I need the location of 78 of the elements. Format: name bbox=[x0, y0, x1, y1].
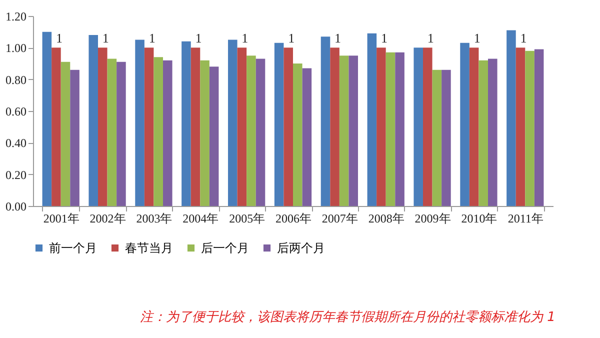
legend-label: 后一个月 bbox=[201, 241, 249, 255]
y-tick-label: 1.20 bbox=[6, 10, 26, 24]
bar bbox=[182, 41, 191, 206]
bar bbox=[284, 48, 293, 206]
bar bbox=[460, 42, 470, 206]
x-tick-label: 2006年 bbox=[276, 212, 312, 226]
bar bbox=[293, 64, 302, 206]
data-label: 1 bbox=[427, 30, 434, 46]
bar bbox=[302, 68, 312, 206]
y-tick-label: 0.60 bbox=[6, 104, 26, 118]
bar bbox=[442, 70, 451, 206]
bar bbox=[320, 36, 330, 206]
data-label: 1 bbox=[334, 30, 342, 46]
bar bbox=[376, 48, 386, 206]
x-tick-label: 2002年 bbox=[90, 212, 126, 226]
y-tick-label: 0.00 bbox=[6, 200, 26, 214]
bar bbox=[339, 56, 349, 206]
bar bbox=[525, 50, 534, 206]
bar bbox=[209, 66, 219, 206]
bar bbox=[367, 33, 377, 206]
bar bbox=[88, 35, 98, 206]
x-tick-label: 2003年 bbox=[136, 212, 172, 226]
bar bbox=[237, 48, 247, 206]
data-label: 1 bbox=[242, 30, 248, 46]
bar bbox=[516, 48, 526, 206]
bar bbox=[274, 42, 284, 206]
bar bbox=[348, 56, 358, 206]
bar bbox=[70, 70, 80, 206]
x-tick-label: 2009年 bbox=[414, 212, 451, 226]
bar bbox=[107, 58, 117, 206]
bar bbox=[163, 60, 172, 206]
bar bbox=[246, 56, 256, 206]
bar bbox=[506, 30, 516, 206]
bar bbox=[42, 32, 52, 206]
bar bbox=[432, 70, 442, 206]
y-tick-label: 0.80 bbox=[6, 72, 26, 87]
x-tick-label: 2010年 bbox=[461, 212, 498, 226]
legend-label: 后两个月 bbox=[277, 241, 325, 255]
x-tick-label: 2005年 bbox=[229, 212, 266, 226]
bar bbox=[256, 58, 266, 206]
data-label: 1 bbox=[102, 30, 109, 46]
bar bbox=[469, 48, 479, 206]
bar bbox=[478, 60, 488, 206]
bar bbox=[154, 57, 163, 206]
x-tick-label: 2004年 bbox=[182, 212, 219, 226]
bar bbox=[116, 62, 126, 206]
data-label: 1 bbox=[195, 30, 202, 46]
data-label: 1 bbox=[288, 30, 295, 46]
bar bbox=[330, 48, 340, 206]
bar bbox=[228, 40, 238, 206]
bar bbox=[386, 52, 396, 206]
bar bbox=[534, 49, 544, 206]
bar bbox=[423, 48, 432, 206]
bar bbox=[60, 62, 70, 206]
x-tick-label: 2011年 bbox=[508, 212, 544, 226]
data-label: 1 bbox=[520, 30, 527, 46]
y-tick-label: 0.40 bbox=[6, 136, 26, 150]
bar bbox=[52, 48, 61, 206]
text: 注：为了便于比较，该图表将历年春节假期所在月份的社零额标准化为 1 bbox=[140, 309, 556, 326]
x-tick-label: 2007年 bbox=[322, 212, 358, 226]
data-label: 1 bbox=[380, 30, 388, 46]
bar bbox=[488, 58, 498, 206]
x-tick-label: 2001年 bbox=[43, 212, 80, 226]
data-label: 1 bbox=[148, 30, 156, 46]
bar bbox=[414, 48, 423, 206]
data-label: 1 bbox=[474, 30, 480, 46]
x-tick-label: 2008年 bbox=[368, 212, 404, 226]
bar bbox=[98, 48, 108, 206]
bar bbox=[395, 52, 404, 206]
bar bbox=[190, 48, 200, 206]
legend-label: 春节当月 bbox=[125, 241, 173, 255]
y-tick-label: 1.00 bbox=[6, 41, 26, 56]
legend-label: 前一个月 bbox=[49, 241, 97, 255]
bar bbox=[144, 48, 154, 206]
y-tick-label: 0.20 bbox=[6, 168, 26, 182]
bar bbox=[200, 60, 210, 206]
data-label: 1 bbox=[56, 30, 62, 46]
bar bbox=[135, 40, 144, 206]
